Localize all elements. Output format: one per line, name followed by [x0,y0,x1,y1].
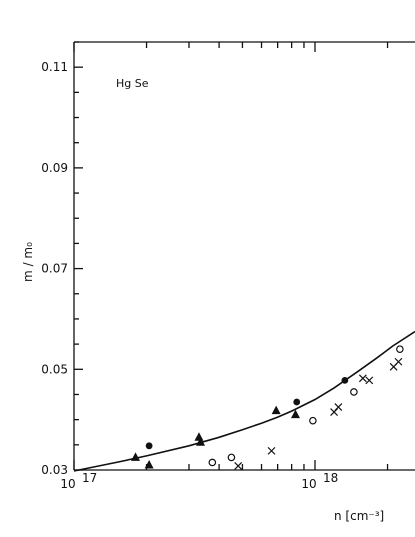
y-tick-label: 0.11 [41,60,68,74]
filled-triangle-point [144,459,154,469]
open-circle-point [350,388,358,396]
filled-triangle-point [196,437,206,446]
cross-stroke [234,462,243,470]
cross-point [358,374,367,383]
fit-curve [73,330,415,472]
cross-stroke [358,374,367,383]
cross-point [267,446,276,455]
filled-triangle-point [271,405,281,415]
ticks: 0.03 0.05 0.07 0.09 0.11 10 17 10 18 [41,41,389,491]
open-circle-point [396,345,404,353]
cross-point [234,462,243,470]
filled-circle-point [341,376,349,384]
cross-point [334,403,343,411]
cross-point [394,357,403,366]
y-axis-label: m / m₀ [21,242,35,282]
y-tick-label: 0.09 [41,161,68,175]
fit-curve-layer [73,330,415,472]
x-tick-label: 10 [301,477,316,491]
filled-triangle-point [290,409,300,419]
filled-circle-point [145,442,153,450]
y-tick-label: 0.05 [41,362,68,376]
cross-stroke [365,376,374,385]
x-tick-exponent: 18 [323,471,338,485]
cross-stroke [267,446,276,455]
open-circle-point [227,453,236,462]
cross-stroke [394,357,403,366]
data-points [131,345,404,470]
x-axis-label: n [cm⁻³] [334,509,384,523]
x-tick-label: 10 [60,477,75,491]
filled-triangle-point [131,452,141,461]
open-circle-point [208,458,217,467]
y-tick-label: 0.07 [41,262,68,276]
chart-title: Hg Se [116,77,149,90]
x-tick-exponent: 17 [82,471,97,485]
y-tick-label: 0.03 [41,463,68,477]
axes [73,41,415,471]
open-circle-point [309,416,317,425]
filled-circle-point [293,398,301,406]
filled-triangle-point [194,432,204,441]
cross-point [365,376,374,385]
cross-stroke [334,403,343,411]
